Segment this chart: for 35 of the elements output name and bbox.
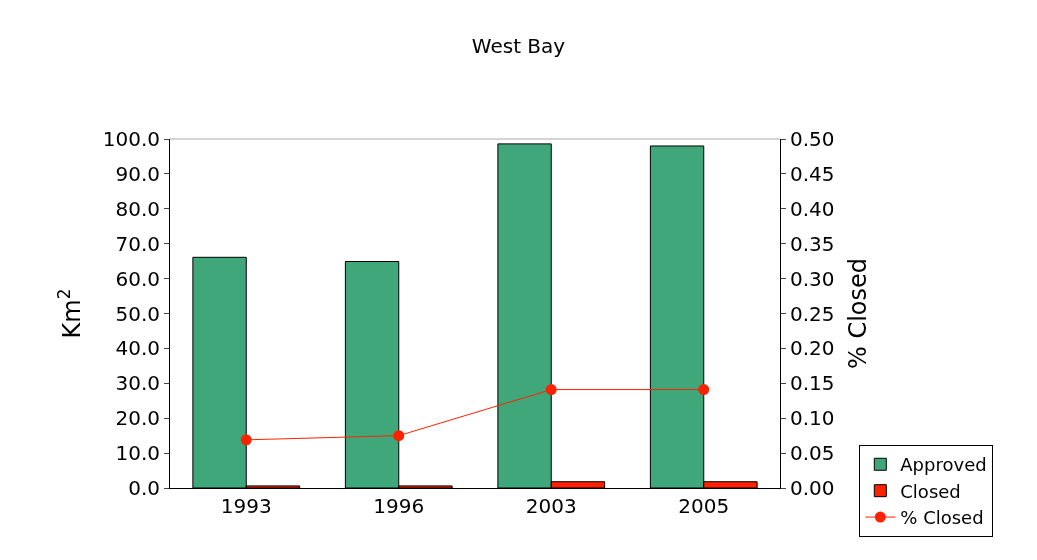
legend-label: Closed	[900, 480, 961, 502]
x-tick-label: 1996	[373, 494, 425, 518]
y-tick-label: 0.0	[128, 476, 160, 500]
point	[545, 384, 557, 396]
y2-tick-label: 0.25	[790, 301, 835, 326]
y-tick-label: 70.0	[115, 231, 160, 256]
y-tick-label: 10.0	[115, 441, 160, 466]
y2-tick-label: 0.10	[790, 406, 835, 431]
y-tick-label: 80.0	[115, 196, 160, 221]
y-tick-label: 50.0	[115, 301, 160, 326]
legend-label: % Closed	[900, 507, 984, 529]
point	[240, 434, 252, 446]
x-tick-label: 1993	[220, 494, 272, 518]
y2-tick-label: 0.20	[790, 336, 835, 361]
y2-tick-label: 0.35	[790, 231, 835, 256]
y-tick-label: 30.0	[115, 371, 160, 396]
x-tick-label: 2003	[525, 494, 577, 518]
legend-label: Approved	[900, 454, 987, 476]
y2-tick-label: 0.45	[790, 161, 835, 186]
x-tick-label: 2005	[678, 494, 730, 518]
y-tick-label: 100.0	[102, 127, 160, 151]
y-tick-label: 90.0	[115, 161, 160, 186]
y2-tick-label: 0.40	[790, 196, 835, 221]
y-tick-label: 60.0	[115, 266, 160, 291]
y2-tick-label: 0.05	[790, 441, 835, 466]
y2-tick-label: 0.50	[790, 127, 835, 151]
point	[393, 430, 405, 442]
point	[698, 384, 710, 396]
y-tick-label: 40.0	[115, 336, 160, 361]
y2-tick-label: 0.00	[790, 476, 835, 500]
y2-tick-label: 0.30	[790, 266, 835, 291]
y2-axis-title: % Closed	[843, 257, 872, 370]
chart-title: West Bay	[471, 34, 566, 59]
y-tick-label: 20.0	[115, 406, 160, 431]
y2-tick-label: 0.15	[790, 371, 835, 396]
